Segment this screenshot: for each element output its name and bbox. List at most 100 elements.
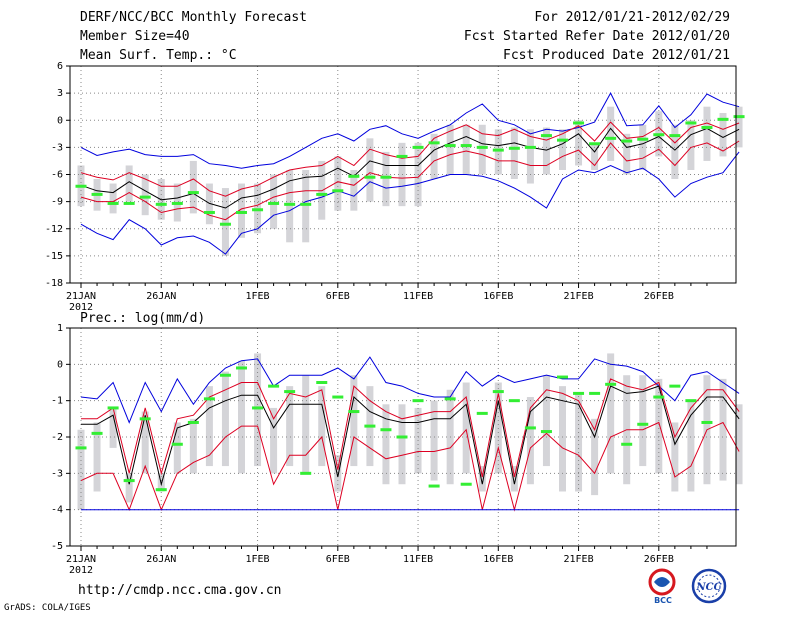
temp-observed-marker xyxy=(300,202,312,206)
temp-x-tick-label: 21JAN xyxy=(66,291,96,302)
precip-y-tick-label: -3 xyxy=(51,468,63,479)
temp-spread-box xyxy=(109,183,117,214)
precip-x-tick-label: 21FEB xyxy=(563,554,593,565)
precip-spread-box xyxy=(494,382,502,474)
temp-observed-marker xyxy=(508,146,520,150)
temp-observed-marker xyxy=(380,175,392,179)
precip-spread-box xyxy=(719,378,727,481)
precip-observed-marker xyxy=(364,424,376,428)
precip-observed-marker xyxy=(621,442,633,446)
grads-credit: GrADS: COLA/IGES xyxy=(4,603,91,613)
precip-observed-marker xyxy=(316,381,328,384)
temp-x-tick-label: 26JAN xyxy=(146,291,176,302)
temp-x-year-label: 2012 xyxy=(69,302,93,313)
precip-spread-box xyxy=(430,400,438,481)
temp-observed-marker xyxy=(75,184,87,188)
precip-spread-box xyxy=(205,386,213,467)
temp-spread-box xyxy=(494,129,502,175)
temp-observed-marker xyxy=(428,141,440,145)
temp-observed-marker xyxy=(348,174,360,178)
temp-x-tick-label: 11FEB xyxy=(403,291,433,302)
temp-upper-line xyxy=(80,121,740,197)
temp-observed-marker xyxy=(685,121,697,125)
temp-y-tick-label: 3 xyxy=(57,88,63,99)
precip-observed-marker xyxy=(203,397,215,401)
precip-spread-box xyxy=(575,393,583,492)
precip-spread-box xyxy=(334,455,342,492)
precip-observed-marker xyxy=(155,488,167,492)
precip-spread-box xyxy=(93,422,101,492)
temp-spread-box xyxy=(125,165,133,202)
precip-observed-marker xyxy=(236,366,247,370)
precip-observed-marker xyxy=(139,417,151,421)
precip-observed-marker xyxy=(589,391,601,395)
precip-spread-box xyxy=(655,378,663,474)
precip-spread-box xyxy=(559,386,566,492)
temp-spread-box xyxy=(510,127,518,180)
precip-observed-marker xyxy=(348,410,360,414)
temp-observed-marker xyxy=(733,115,745,119)
temp-spread-box xyxy=(591,142,599,170)
precip-observed-marker xyxy=(380,428,392,432)
precip-observed-marker xyxy=(91,431,103,435)
temp-observed-marker xyxy=(460,144,472,148)
precip-observed-marker xyxy=(412,399,424,403)
precip-axis-title: Prec.: log(mm/d) xyxy=(80,311,206,326)
temp-spread-box xyxy=(462,124,470,175)
temp-observed-marker xyxy=(412,145,424,149)
temp-y-tick-label: -12 xyxy=(45,224,63,235)
precip-spread-box xyxy=(735,404,743,485)
temp-spread-box xyxy=(478,124,486,175)
temp-observed-marker xyxy=(139,195,151,199)
precip-spread-box xyxy=(591,418,599,496)
precip-x-year-label: 2012 xyxy=(69,565,93,576)
precip-x-tick-label: 6FEB xyxy=(326,554,350,565)
precip-max-line xyxy=(80,356,740,424)
precip-observed-marker xyxy=(187,420,199,424)
precip-spread-box xyxy=(141,411,149,474)
precip-observed-marker xyxy=(605,382,617,386)
precip-x-tick-label: 26FEB xyxy=(644,554,674,565)
temp-observed-marker xyxy=(605,136,617,140)
temp-observed-marker xyxy=(155,202,167,206)
ncc-logo-text: NCC xyxy=(695,582,721,593)
precip-spread-box xyxy=(542,375,550,467)
temp-spread-box xyxy=(286,169,294,243)
precip-observed-marker xyxy=(268,384,280,388)
precip-y-tick-label: 0 xyxy=(57,359,63,370)
temp-y-tick-label: -3 xyxy=(51,142,63,153)
temp-min-line xyxy=(80,151,740,255)
precip-observed-marker xyxy=(669,384,681,388)
temp-spread-box xyxy=(735,106,743,148)
precip-spread-box xyxy=(302,375,310,474)
temp-spread-box xyxy=(526,129,534,184)
precip-observed-marker xyxy=(219,373,231,377)
precip-spread-box xyxy=(687,400,695,492)
precip-observed-marker xyxy=(396,435,408,439)
temp-observed-marker xyxy=(91,192,103,196)
precip-spread-box xyxy=(173,422,181,474)
temp-observed-marker xyxy=(444,144,456,148)
temp-observed-marker xyxy=(364,175,376,179)
temp-y-tick-label: -9 xyxy=(51,197,63,208)
precip-spread-box xyxy=(462,382,470,474)
temp-x-tick-label: 6FEB xyxy=(326,291,350,302)
precip-observed-marker xyxy=(444,397,456,401)
temp-observed-marker xyxy=(171,201,183,205)
precip-spread-box xyxy=(189,418,197,474)
temp-spread-box xyxy=(302,169,310,243)
temp-spread-box xyxy=(703,106,711,161)
temp-observed-marker xyxy=(653,133,665,137)
temp-x-tick-label: 21FEB xyxy=(563,291,593,302)
temp-observed-marker xyxy=(540,134,552,138)
temp-spread-box xyxy=(671,124,679,180)
precip-spread-box xyxy=(671,422,679,492)
temp-mean-line xyxy=(80,127,740,209)
fcst-started-label: Fcst Started Refer Date 2012/01/20 xyxy=(463,29,730,44)
source-url[interactable]: http://cmdp.ncc.cma.gov.cn xyxy=(78,583,282,598)
precip-y-tick-label: -2 xyxy=(51,432,63,443)
precip-spread-box xyxy=(254,353,262,467)
temp-observed-marker xyxy=(621,139,633,143)
precip-spread-box xyxy=(526,397,534,485)
